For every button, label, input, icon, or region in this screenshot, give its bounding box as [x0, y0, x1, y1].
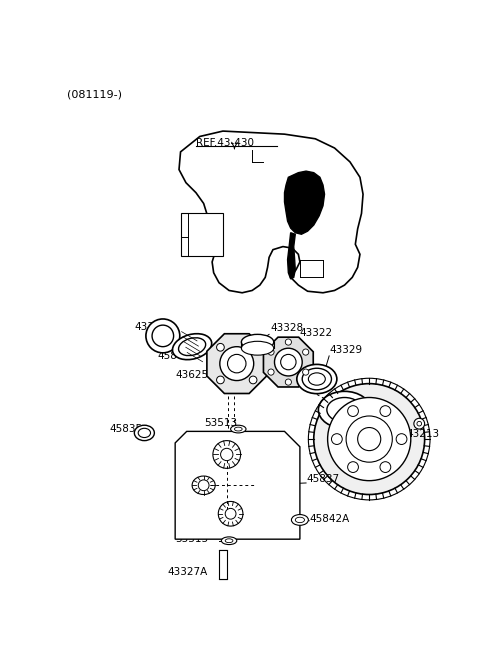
Circle shape [220, 346, 254, 380]
Text: 43213: 43213 [406, 430, 439, 440]
Circle shape [216, 376, 224, 384]
Circle shape [285, 339, 291, 345]
Circle shape [275, 348, 302, 376]
Circle shape [302, 369, 309, 375]
Text: 43331T: 43331T [323, 396, 362, 405]
Circle shape [152, 325, 174, 346]
Circle shape [346, 416, 392, 462]
Text: 43625B: 43625B [175, 370, 216, 380]
Ellipse shape [230, 425, 246, 433]
Polygon shape [207, 334, 266, 394]
Polygon shape [288, 233, 295, 279]
Polygon shape [179, 131, 363, 293]
Circle shape [396, 434, 407, 445]
Text: 43322: 43322 [300, 328, 333, 338]
Text: 45837: 45837 [306, 474, 339, 484]
Polygon shape [175, 432, 300, 539]
Ellipse shape [327, 398, 362, 422]
Circle shape [228, 354, 246, 373]
Text: 45842A: 45842A [309, 514, 349, 524]
Circle shape [198, 480, 209, 491]
Ellipse shape [302, 368, 332, 390]
Circle shape [358, 428, 381, 451]
Bar [219, 550, 227, 579]
Ellipse shape [192, 476, 215, 495]
Circle shape [285, 379, 291, 385]
Text: 43332: 43332 [345, 451, 378, 461]
Circle shape [218, 501, 243, 526]
Circle shape [268, 369, 274, 375]
Circle shape [281, 354, 296, 370]
Circle shape [380, 462, 391, 472]
Ellipse shape [234, 427, 242, 431]
Ellipse shape [179, 338, 205, 356]
Text: 53513: 53513 [204, 418, 238, 428]
Polygon shape [264, 337, 313, 387]
Ellipse shape [295, 517, 304, 523]
Circle shape [249, 344, 257, 351]
Circle shape [268, 349, 274, 355]
Ellipse shape [241, 335, 274, 350]
Text: 45874A: 45874A [157, 351, 198, 361]
Ellipse shape [291, 514, 308, 525]
Ellipse shape [241, 341, 274, 355]
Text: 43329: 43329 [134, 321, 168, 332]
Circle shape [213, 441, 240, 468]
Circle shape [216, 344, 224, 351]
Ellipse shape [308, 373, 325, 385]
Circle shape [146, 319, 180, 353]
Text: (081119-): (081119-) [67, 89, 122, 100]
Circle shape [348, 462, 359, 472]
Polygon shape [285, 171, 324, 234]
Circle shape [348, 405, 359, 417]
Circle shape [380, 405, 391, 417]
Ellipse shape [134, 425, 155, 441]
Circle shape [332, 434, 342, 445]
Circle shape [221, 448, 233, 461]
Text: REF.43-430: REF.43-430 [196, 138, 254, 148]
Circle shape [328, 398, 411, 481]
Circle shape [249, 376, 257, 384]
Ellipse shape [221, 537, 237, 544]
Ellipse shape [318, 392, 371, 428]
Text: 53513: 53513 [175, 534, 208, 544]
Ellipse shape [297, 364, 337, 394]
Text: 43329: 43329 [329, 345, 362, 355]
Circle shape [417, 421, 421, 426]
Text: 43327A: 43327A [168, 567, 208, 577]
Text: 45835: 45835 [109, 424, 142, 434]
Circle shape [225, 508, 236, 519]
Text: 43328: 43328 [271, 323, 304, 333]
Circle shape [302, 349, 309, 355]
Circle shape [314, 384, 425, 495]
Ellipse shape [138, 428, 151, 438]
Ellipse shape [172, 334, 212, 359]
Bar [180, 213, 223, 256]
Circle shape [414, 419, 425, 429]
Ellipse shape [225, 539, 233, 543]
